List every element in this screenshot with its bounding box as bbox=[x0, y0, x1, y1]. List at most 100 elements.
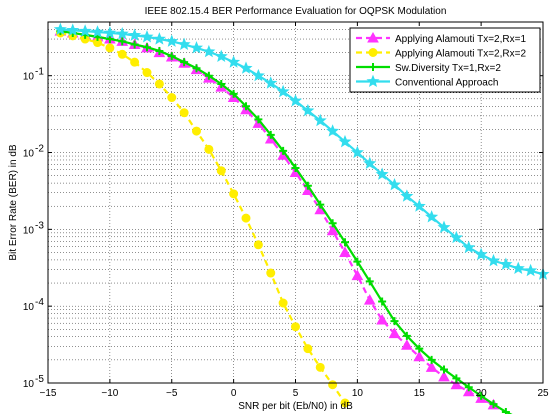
legend-label: Applying Alamouti Tx=2,Rx=1 bbox=[395, 34, 526, 45]
data-point bbox=[425, 210, 439, 223]
data-point bbox=[118, 37, 127, 46]
data-point bbox=[328, 380, 338, 390]
data-point bbox=[154, 79, 164, 89]
legend: Applying Alamouti Tx=2,Rx=1 Applying Alam… bbox=[349, 27, 541, 93]
y-tick-label: 10 -4 bbox=[23, 297, 44, 313]
legend-entry: Sw.Diversity Tx=1,Rx=2 bbox=[356, 63, 501, 74]
data-point bbox=[400, 189, 414, 202]
data-point bbox=[180, 58, 189, 67]
legend-entry: Conventional Approach bbox=[356, 74, 498, 89]
data-point bbox=[152, 32, 166, 45]
data-point bbox=[489, 400, 498, 409]
data-point bbox=[142, 68, 152, 78]
data-point bbox=[378, 297, 387, 306]
data-point bbox=[350, 145, 364, 159]
y-tick-base: 10 bbox=[23, 379, 35, 390]
data-point bbox=[253, 240, 263, 250]
data-point bbox=[401, 339, 413, 350]
data-point bbox=[165, 34, 179, 47]
data-point bbox=[464, 383, 473, 392]
data-point bbox=[239, 61, 253, 74]
data-point bbox=[177, 37, 191, 51]
data-point bbox=[340, 398, 350, 408]
data-point bbox=[266, 268, 276, 278]
data-point bbox=[452, 374, 461, 383]
data-point bbox=[53, 22, 67, 35]
data-point bbox=[105, 35, 114, 44]
legend-entry: Applying Alamouti Tx=2,Rx=2 bbox=[356, 48, 526, 60]
data-point bbox=[202, 44, 216, 58]
y-tick-base: 10 bbox=[23, 302, 35, 313]
data-point bbox=[341, 238, 349, 247]
x-tick-label: 5 bbox=[293, 388, 299, 399]
data-point bbox=[264, 76, 278, 89]
data-point bbox=[192, 126, 201, 136]
data-point bbox=[365, 277, 374, 286]
data-point bbox=[486, 253, 501, 267]
data-point bbox=[251, 68, 265, 82]
data-point bbox=[474, 247, 488, 261]
data-point bbox=[338, 134, 352, 148]
data-point bbox=[351, 269, 364, 281]
data-point bbox=[288, 94, 303, 107]
data-point bbox=[204, 144, 214, 154]
y-tick-base: 10 bbox=[23, 149, 35, 160]
data-point bbox=[376, 314, 388, 325]
data-point bbox=[189, 41, 204, 54]
data-point bbox=[130, 40, 139, 49]
data-point bbox=[167, 52, 176, 61]
y-tick-base: 10 bbox=[23, 72, 35, 83]
legend-entry: Applying Alamouti Tx=2,Rx=1 bbox=[356, 31, 526, 45]
data-point bbox=[313, 113, 327, 127]
series-4 bbox=[53, 22, 550, 280]
data-point bbox=[438, 370, 450, 382]
data-point bbox=[390, 317, 399, 326]
data-point bbox=[192, 64, 201, 73]
data-point bbox=[217, 79, 226, 88]
x-tick-label: 0 bbox=[231, 388, 237, 399]
data-point bbox=[103, 26, 117, 39]
legend-label: Applying Alamouti Tx=2,Rx=2 bbox=[395, 49, 526, 60]
y-tick-exponent: -3 bbox=[35, 220, 44, 231]
x-tick-label: −10 bbox=[101, 388, 118, 399]
data-point bbox=[303, 344, 313, 354]
y-tick-exponent: -4 bbox=[35, 297, 44, 308]
x-tick-label: −15 bbox=[40, 388, 57, 399]
data-point bbox=[229, 89, 238, 98]
data-point bbox=[254, 115, 263, 124]
data-point bbox=[511, 261, 525, 274]
data-point bbox=[140, 30, 154, 43]
legend-label: Sw.Diversity Tx=1,Rx=2 bbox=[395, 63, 501, 74]
data-point bbox=[179, 108, 189, 118]
data-point bbox=[499, 257, 513, 270]
data-point bbox=[363, 294, 376, 305]
data-point bbox=[402, 331, 411, 340]
series-layer bbox=[53, 22, 550, 414]
data-point bbox=[90, 25, 105, 38]
x-tick-label: 10 bbox=[352, 388, 364, 399]
data-point bbox=[143, 43, 151, 52]
legend-marker bbox=[367, 31, 379, 43]
data-point bbox=[214, 49, 228, 63]
data-point bbox=[279, 146, 288, 155]
data-point bbox=[117, 49, 127, 59]
y-tick-label: 10 -2 bbox=[23, 144, 44, 160]
data-point bbox=[449, 230, 463, 244]
data-point bbox=[242, 102, 250, 111]
data-point bbox=[326, 224, 339, 236]
data-point bbox=[412, 199, 426, 212]
data-point bbox=[388, 327, 401, 339]
data-point bbox=[326, 124, 340, 137]
data-point bbox=[524, 263, 538, 277]
chart-title: IEEE 802.15.4 BER Performance Evaluation… bbox=[145, 6, 447, 17]
data-point bbox=[328, 219, 337, 228]
legend-marker bbox=[366, 74, 380, 88]
data-point bbox=[66, 23, 80, 36]
y-tick-exponent: -2 bbox=[35, 144, 44, 155]
data-point bbox=[427, 355, 436, 364]
data-point bbox=[375, 167, 389, 180]
data-point bbox=[450, 378, 463, 390]
data-point bbox=[78, 24, 92, 37]
data-point bbox=[425, 361, 438, 372]
